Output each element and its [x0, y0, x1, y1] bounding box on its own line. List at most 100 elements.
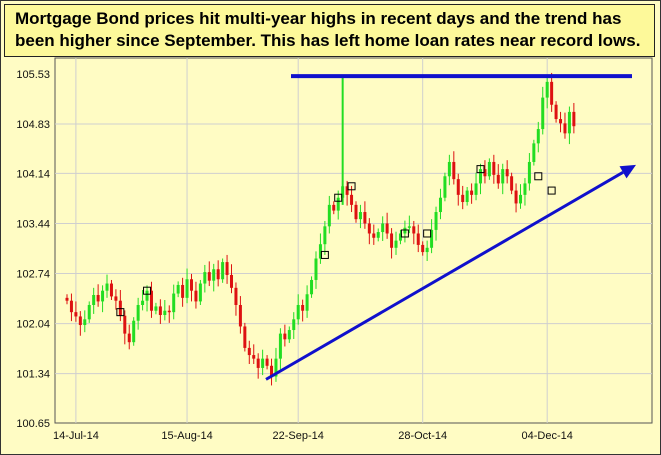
- candle-body: [447, 161, 451, 177]
- y-axis-labels: 105.53 104.83 104.14 103.44 102.74 102.04 101.…: [16, 69, 50, 430]
- candle-body: [381, 223, 385, 233]
- y-tick-label: 104.83: [16, 119, 50, 131]
- y-tick-label: 101.34: [16, 369, 50, 381]
- candle-body: [527, 161, 531, 184]
- candle-body: [305, 294, 309, 311]
- candles: [65, 72, 576, 386]
- candle-body: [109, 283, 113, 297]
- candle-body: [65, 297, 69, 301]
- candle-body: [207, 272, 211, 281]
- y-tick-label: 102.74: [16, 269, 50, 281]
- candle-body: [514, 190, 518, 204]
- candle-body: [434, 212, 438, 230]
- candle-body: [523, 183, 527, 195]
- candle-body: [572, 111, 576, 127]
- candle-body: [501, 169, 505, 184]
- candle-body: [74, 312, 78, 317]
- candle-body: [225, 262, 229, 275]
- candle-body: [270, 365, 274, 377]
- candle-body: [461, 194, 465, 203]
- candle-body: [185, 279, 189, 298]
- pattern-marker: [534, 172, 543, 181]
- pattern-marker: [143, 286, 152, 295]
- candle-body: [181, 284, 185, 298]
- candle-body: [149, 290, 153, 311]
- candle-body: [336, 197, 340, 211]
- candle-body: [430, 229, 434, 248]
- x-tick-label: 15-Aug-14: [161, 430, 212, 442]
- candle-body: [96, 294, 100, 302]
- candle-body: [367, 223, 371, 234]
- y-tick-label: 100.65: [16, 418, 50, 430]
- candle-body: [287, 330, 291, 340]
- candle-body: [438, 197, 442, 213]
- candle-body: [403, 227, 407, 234]
- candle-body: [278, 333, 282, 359]
- candle-body: [567, 111, 571, 134]
- candle-body: [78, 316, 82, 326]
- candle-body: [310, 279, 314, 295]
- candle-body: [487, 161, 491, 177]
- candle-body: [238, 304, 242, 327]
- candle-body: [519, 194, 523, 204]
- candle-body: [292, 319, 296, 331]
- candle-body: [283, 333, 287, 340]
- candle-body: [327, 204, 331, 227]
- candle-body: [452, 161, 456, 180]
- x-tick-label: 22-Sep-14: [273, 430, 324, 442]
- candle-body: [323, 226, 327, 245]
- candle-body: [221, 262, 225, 280]
- candle-body: [212, 269, 216, 281]
- candle-body: [176, 284, 180, 294]
- candle-body: [363, 212, 367, 224]
- candle-body: [252, 355, 256, 359]
- candle-body: [145, 290, 149, 301]
- candle-body: [376, 232, 380, 238]
- candle-body: [483, 169, 487, 177]
- candle-body: [345, 186, 349, 195]
- pattern-marker: [476, 165, 485, 174]
- pattern-marker: [423, 229, 432, 238]
- candle-body: [398, 233, 402, 241]
- candle-body: [354, 204, 358, 220]
- candle-body: [456, 179, 460, 195]
- candle-body: [167, 310, 171, 313]
- trend-arrow-head: [619, 164, 636, 179]
- x-tick-label: 14-Jul-14: [53, 430, 99, 442]
- x-tick-label: 28-Oct-14: [398, 430, 447, 442]
- candle-body: [301, 304, 305, 311]
- candle-body: [123, 315, 127, 334]
- candle-body: [496, 174, 500, 184]
- candle-body: [478, 169, 482, 184]
- candle-body: [243, 326, 247, 348]
- candle-body: [69, 300, 73, 313]
- candle-body: [536, 129, 540, 144]
- candle-body: [189, 279, 193, 291]
- candle-body: [141, 300, 145, 305]
- y-tick-label: 104.14: [16, 168, 50, 180]
- candle-body: [505, 169, 509, 177]
- candle-body: [332, 204, 336, 211]
- trend-annotations: [265, 74, 636, 381]
- candle-body: [407, 226, 411, 228]
- candle-body: [203, 272, 207, 284]
- pattern-marker: [116, 308, 125, 317]
- candle-body: [563, 123, 567, 134]
- candle-body: [550, 81, 554, 105]
- candle-body: [470, 190, 474, 195]
- candle-body: [256, 358, 260, 368]
- candle-body: [443, 176, 447, 198]
- chart-title: Mortgage Bond prices hit multi-year high…: [4, 4, 655, 57]
- candle-body: [532, 143, 536, 162]
- candle-body: [358, 212, 362, 220]
- candle-body: [198, 283, 202, 302]
- candle-body: [132, 320, 136, 343]
- candle-body: [412, 226, 416, 234]
- candle-body: [101, 290, 105, 302]
- candle-body: [230, 274, 234, 288]
- candle-body: [492, 161, 496, 175]
- candle-body: [274, 358, 278, 377]
- candle-body: [541, 97, 545, 130]
- x-tick-label: 04-Dec-14: [522, 430, 573, 442]
